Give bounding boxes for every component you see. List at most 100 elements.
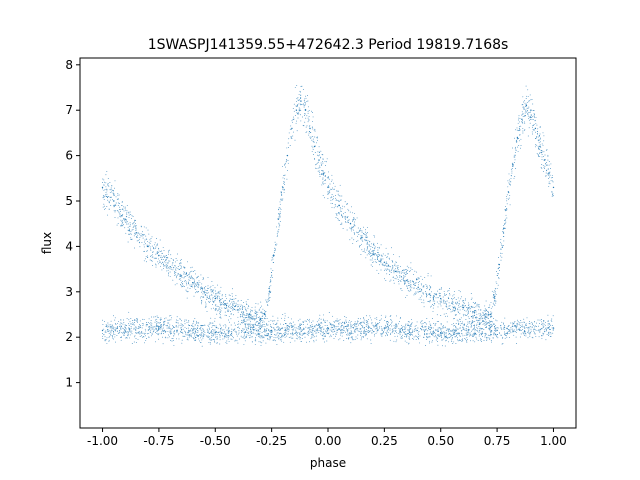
scatter-point xyxy=(511,165,513,167)
scatter-point xyxy=(311,334,313,336)
scatter-point xyxy=(211,289,213,291)
scatter-point xyxy=(180,276,181,277)
scatter-point xyxy=(190,336,192,338)
scatter-point xyxy=(312,326,314,327)
scatter-point xyxy=(550,332,552,334)
data-point xyxy=(539,145,541,148)
scatter-point xyxy=(435,329,437,331)
scatter-point xyxy=(543,140,545,142)
scatter-point xyxy=(406,329,408,331)
scatter-point xyxy=(115,341,116,343)
scatter-point xyxy=(165,337,167,339)
scatter-point xyxy=(532,125,533,127)
scatter-point xyxy=(384,263,386,265)
scatter-point xyxy=(465,328,467,329)
data-point xyxy=(295,109,298,111)
scatter-point xyxy=(423,302,425,304)
scatter-point xyxy=(412,329,414,331)
scatter-point xyxy=(439,294,440,296)
scatter-point xyxy=(337,200,339,201)
scatter-point xyxy=(441,337,443,339)
scatter-point xyxy=(137,234,139,236)
scatter-point xyxy=(352,212,353,214)
scatter-point xyxy=(114,327,116,329)
scatter-point xyxy=(175,261,176,263)
scatter-point xyxy=(365,234,367,236)
scatter-point xyxy=(464,329,465,331)
scatter-point xyxy=(156,315,158,317)
scatter-point xyxy=(237,320,239,322)
scatter-point xyxy=(102,178,104,180)
scatter-point xyxy=(527,135,529,137)
scatter-point xyxy=(267,304,269,306)
scatter-point xyxy=(350,342,352,344)
scatter-point xyxy=(194,333,195,335)
scatter-point xyxy=(248,331,250,333)
scatter-point xyxy=(454,305,456,307)
scatter-point xyxy=(342,216,344,218)
scatter-point xyxy=(449,308,451,309)
scatter-point xyxy=(303,328,305,330)
scatter-point xyxy=(508,328,510,330)
scatter-point xyxy=(290,324,292,326)
scatter-point xyxy=(311,145,313,147)
scatter-point xyxy=(304,101,306,103)
scatter-point xyxy=(519,336,521,338)
scatter-point xyxy=(452,306,454,308)
data-point xyxy=(498,263,500,266)
scatter-point xyxy=(297,117,299,119)
scatter-point xyxy=(446,304,448,306)
scatter-point xyxy=(134,247,136,249)
scatter-point xyxy=(324,321,326,323)
scatter-point xyxy=(141,242,143,244)
scatter-point xyxy=(346,217,348,219)
data-point xyxy=(516,136,519,139)
scatter-point xyxy=(138,332,140,334)
scatter-point xyxy=(317,139,318,141)
scatter-point xyxy=(339,208,341,210)
scatter-point xyxy=(312,116,314,118)
scatter-point xyxy=(181,282,182,284)
scatter-point xyxy=(414,284,416,286)
scatter-point xyxy=(258,308,260,310)
scatter-point xyxy=(257,324,259,326)
scatter-point xyxy=(211,294,213,296)
scatter-point xyxy=(306,320,307,322)
scatter-point xyxy=(483,329,485,331)
scatter-point xyxy=(377,322,379,324)
scatter-point xyxy=(373,235,375,237)
scatter-point xyxy=(311,110,312,112)
scatter-point xyxy=(324,165,326,166)
scatter-point xyxy=(495,302,497,304)
scatter-point xyxy=(533,328,535,330)
scatter-point xyxy=(178,324,180,326)
scatter-point xyxy=(441,339,443,341)
scatter-point xyxy=(284,315,286,317)
scatter-point xyxy=(190,329,192,331)
scatter-point xyxy=(212,291,214,293)
scatter-point xyxy=(219,301,221,303)
scatter-point xyxy=(319,333,321,335)
scatter-point xyxy=(463,315,464,317)
scatter-point xyxy=(441,328,443,330)
data-point xyxy=(318,159,320,161)
scatter-point xyxy=(433,299,435,301)
scatter-point xyxy=(167,257,169,259)
scatter-point xyxy=(207,335,209,337)
scatter-point xyxy=(106,206,108,207)
scatter-point xyxy=(439,336,441,337)
scatter-point xyxy=(504,326,506,328)
scatter-point xyxy=(319,322,321,324)
scatter-point xyxy=(239,323,241,325)
scatter-point xyxy=(376,326,378,328)
scatter-point xyxy=(533,325,535,327)
scatter-point xyxy=(455,329,457,331)
scatter-point xyxy=(478,313,480,315)
scatter-point xyxy=(513,331,515,332)
scatter-point xyxy=(534,119,536,121)
scatter-point xyxy=(150,320,152,321)
scatter-point xyxy=(257,331,259,333)
scatter-point xyxy=(525,324,527,326)
scatter-point xyxy=(436,301,438,303)
scatter-point xyxy=(281,317,283,319)
